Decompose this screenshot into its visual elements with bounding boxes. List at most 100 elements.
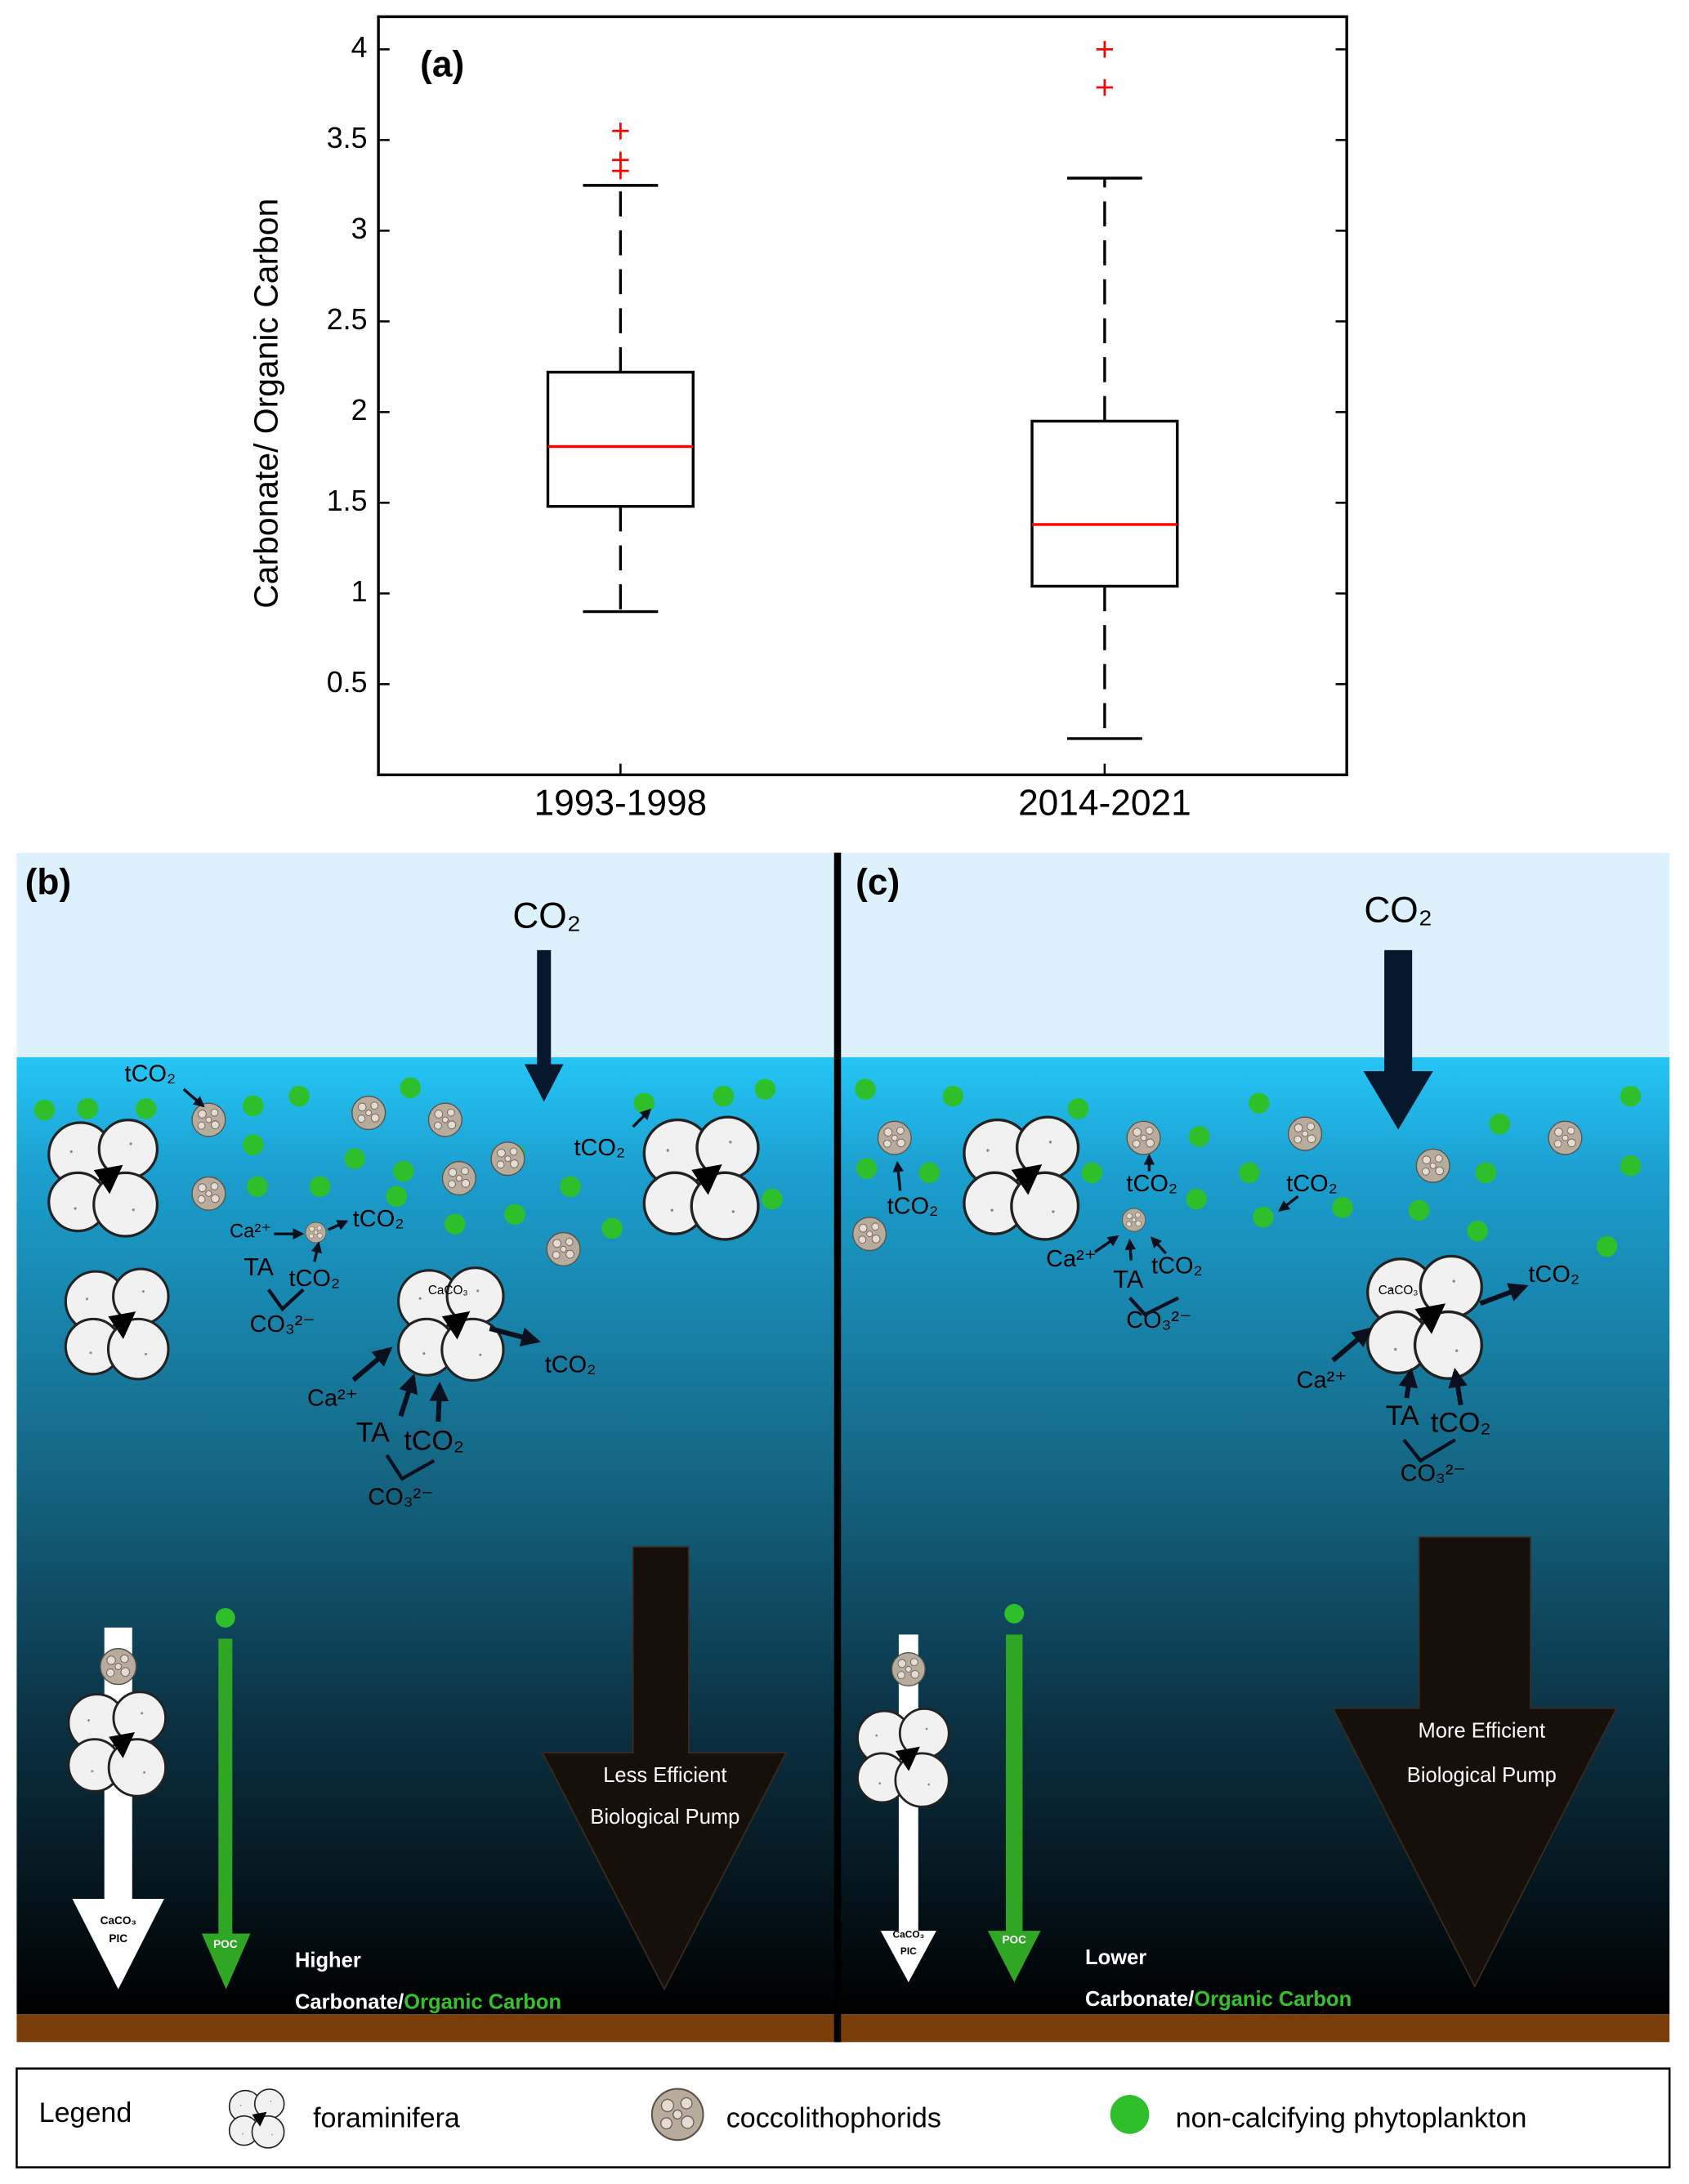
pic-label: CaCO₃ [893,1928,925,1940]
phytoplankton [1186,1188,1208,1210]
phytoplankton [1332,1197,1353,1218]
flux-arrow [489,1326,541,1347]
phytoplankton [1408,1199,1430,1221]
coccolithophorid [351,1096,387,1131]
foraminifera [67,1690,168,1798]
phytoplankton [633,1092,655,1114]
box [1030,419,1179,588]
outlier [612,151,629,169]
coccolithophorid [100,1648,137,1686]
phytoplankton [713,1085,735,1107]
chem-label: CO₃²⁻ [1401,1460,1466,1486]
poc-label: POC [1002,1934,1026,1946]
coccolithophorid [1415,1148,1450,1183]
phytoplankton [1004,1604,1025,1623]
legend-box [16,2067,1671,2168]
phytoplankton [1249,1092,1270,1114]
flux-arrow [1150,1236,1168,1255]
chem-label: tCO₂ [574,1135,625,1161]
co2-arrow [1363,949,1433,1130]
phytoplankton [1620,1085,1642,1107]
y-tick-label: 0.5 [327,666,368,699]
flux-arrow [311,1241,323,1262]
x-tick-label: 1993-1998 [534,783,708,823]
phytoplankton [243,1134,264,1155]
chem-label: CO₃²⁻ [1126,1307,1191,1333]
legend-title: Legend [39,2097,132,2128]
coccolithophorid [305,1222,327,1244]
phytoplankton [1239,1162,1260,1184]
pic-label: PIC [900,1945,917,1957]
chem-label: tCO₂ [1151,1253,1203,1280]
foraminifera [64,1267,170,1381]
pic-arrow [72,1627,164,1990]
chem-label: TA [356,1417,390,1448]
foraminifera [642,1115,760,1241]
coccolithophorid [441,1161,476,1196]
phytoplankton [1489,1113,1511,1135]
flux-arrow [182,1088,205,1108]
pump-arrow [1331,1536,1618,1989]
outlier [1096,78,1114,96]
phytoplankton [918,1162,941,1184]
legend-label: coccolithophorids [726,2103,941,2134]
pump-arrow [541,1546,788,1991]
foraminifera [1365,1254,1484,1380]
phytoplankton [1475,1162,1497,1184]
pic-label: CaCO₃ [101,1914,136,1927]
flux-arrow [1448,1368,1468,1406]
connector [1128,1296,1180,1317]
chem-label: CaCO₃ [428,1284,468,1297]
phytoplankton [309,1176,331,1198]
chem-label: tCO₂ [1431,1407,1491,1438]
chem-label: CO₃²⁻ [368,1484,433,1510]
ratio-text: Organic Carbon [1194,1988,1352,2011]
ocean [16,1056,1670,2015]
connector [385,1454,436,1481]
coccolithophorid [852,1217,887,1252]
phytoplankton [77,1098,99,1119]
coccolithophorid [877,1120,912,1155]
coccolithophorid [1126,1120,1161,1155]
chem-label: TA [244,1253,274,1281]
flux-arrow [351,1347,393,1382]
phytoplankton [400,1077,422,1099]
chem-label: Ca²⁺ [1046,1246,1097,1272]
chem-label: Ca²⁺ [230,1221,271,1243]
flux-arrow [892,1160,905,1191]
connector [266,1288,305,1312]
outlier [1096,41,1114,58]
legend-icon [1110,2095,1150,2134]
phytoplankton [560,1176,581,1198]
phytoplankton [504,1204,525,1226]
flux-arrow [1479,1283,1529,1306]
pump-label: Biological Pump [590,1806,739,1829]
ratio-label: Carbonate/Organic Carbon [295,1990,561,2013]
legend-label: non-calcifying phytoplankton [1176,2103,1527,2134]
plot-frame [377,15,1348,777]
foraminifera [47,1119,159,1238]
phytoplankton [34,1099,56,1121]
chem-label: tCO₂ [288,1266,340,1292]
coccolithophorid [546,1231,581,1266]
flux-arrow [429,1381,449,1423]
chem-label: tCO₂ [1286,1171,1338,1197]
phytoplankton [1596,1235,1618,1257]
flux-arrow [328,1220,349,1231]
phytoplankton [1067,1098,1089,1119]
phytoplankton [855,1079,876,1100]
chem-label: tCO₂ [404,1426,464,1457]
coccolithophorid [427,1102,462,1137]
chem-label: tCO₂ [1528,1262,1580,1288]
panel-label: (c) [856,863,900,903]
y-tick-label: 2 [351,394,368,427]
chem-label: tCO₂ [1126,1171,1177,1197]
phytoplankton [762,1188,783,1210]
chem-label: TA [1113,1266,1143,1293]
box [546,370,695,508]
phytoplankton [243,1095,264,1117]
coccolithophorid [1288,1116,1323,1151]
connector [1402,1438,1457,1463]
